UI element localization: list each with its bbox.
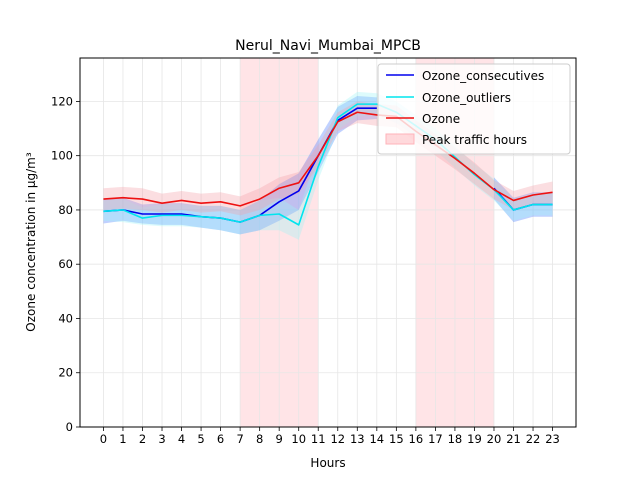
x-tick-label: 23	[545, 432, 560, 446]
series-line-ozone-1	[103, 111, 553, 207]
y-axis-label: Ozone concentration in µg/m³	[24, 152, 38, 332]
grid-lines	[80, 58, 576, 428]
band-ozone-consecutives-2	[493, 177, 553, 223]
x-tick-label: 7	[236, 432, 243, 446]
x-tick-label: 11	[311, 432, 326, 446]
x-tick-label: 6	[217, 432, 224, 446]
legend-label-ozone-consecutives: Ozone_consecutives	[422, 69, 544, 83]
chart-title: Nerul_Navi_Mumbai_MPCB	[235, 38, 421, 54]
x-ticks: 0 1 2 3 4 5 6 7 8 9 10 11 12 13 14 15 16 17 18 19 20 21 22 23	[100, 427, 560, 446]
legend-label-ozone-outliers: Ozone_outliers	[422, 91, 511, 105]
y-tick-label: 40	[58, 311, 73, 325]
x-tick-label: 8	[256, 432, 263, 446]
series-line-ozone-outliers-1	[103, 103, 553, 226]
x-tick-label: 9	[276, 432, 283, 446]
x-tick-label: 15	[389, 432, 404, 446]
x-tick-label: 19	[467, 432, 482, 446]
x-tick-label: 20	[487, 432, 502, 446]
x-tick-label: 21	[506, 432, 521, 446]
y-tick-label: 20	[58, 366, 73, 380]
x-tick-label: 16	[409, 432, 424, 446]
x-axis-label: Hours	[310, 456, 345, 470]
x-tick-label: 17	[428, 432, 443, 446]
x-tick-label: 10	[291, 432, 306, 446]
y-tick-label: 120	[51, 94, 73, 108]
x-tick-label: 14	[369, 432, 384, 446]
legend-label-peak-traffic: Peak traffic hours	[422, 133, 527, 147]
plot-area	[79, 57, 577, 428]
x-tick-label: 0	[100, 432, 107, 446]
legend-swatch-peak-traffic	[385, 133, 415, 145]
y-tick-label: 100	[51, 149, 73, 163]
y-tick-label: 60	[58, 257, 73, 271]
legend-box	[377, 63, 571, 155]
series-lines	[103, 103, 553, 226]
legend: Ozone_consecutives Ozone_outliers Ozone …	[377, 63, 571, 155]
y-tick-label: 0	[66, 420, 73, 434]
x-tick-label: 13	[350, 432, 365, 446]
y-tick-label: 80	[58, 203, 73, 217]
y-ticks: 0 20 40 60 80 100 120	[51, 94, 80, 434]
x-tick-label: 4	[178, 432, 185, 446]
band-ozone-outliers-1	[103, 91, 553, 240]
x-tick-label: 1	[119, 432, 126, 446]
x-tick-label: 18	[448, 432, 463, 446]
x-tick-label: 3	[158, 432, 165, 446]
axes-frame	[79, 57, 577, 428]
x-tick-label: 5	[197, 432, 204, 446]
x-tick-label: 2	[139, 432, 146, 446]
x-tick-label: 22	[526, 432, 541, 446]
x-tick-label: 12	[330, 432, 345, 446]
legend-label-ozone: Ozone	[422, 112, 460, 126]
